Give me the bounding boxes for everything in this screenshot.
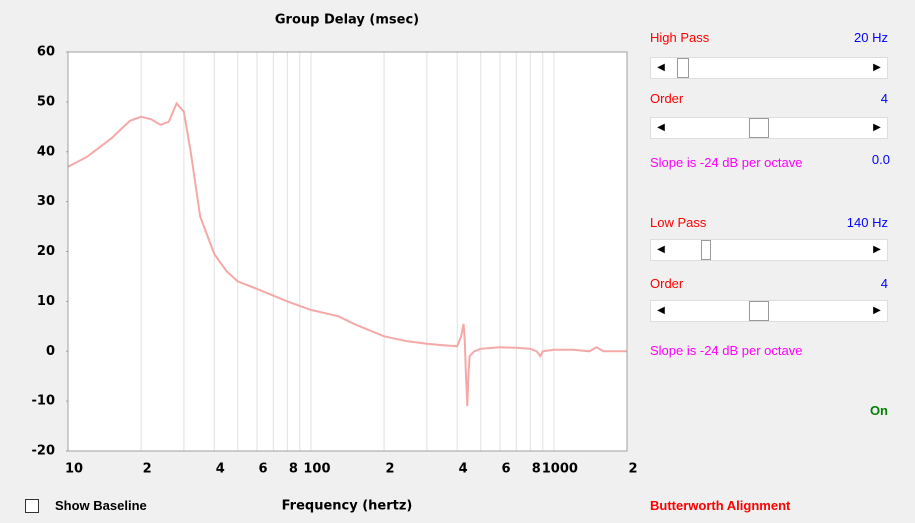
value: 20 Hz xyxy=(854,30,888,45)
x-tick-label: 8 xyxy=(289,462,298,477)
chart: Group Delay (msec) Frequency (hertz) 10 2… xyxy=(32,13,638,514)
alignment: Butterworth Alignment xyxy=(650,498,791,513)
x-tick-label: 6 xyxy=(259,462,268,477)
data-line xyxy=(67,101,627,407)
slider[interactable]: ◀ ▶ xyxy=(650,57,888,79)
value: 0.0 xyxy=(871,152,890,167)
checkbox[interactable] xyxy=(25,499,39,513)
slider[interactable]: ◀ ▶ xyxy=(650,300,888,322)
x-axis-label: Frequency (hertz) xyxy=(282,499,413,514)
slider[interactable]: ◀ ▶ xyxy=(650,117,888,139)
x-tick-label: 4 xyxy=(216,462,225,477)
y-tick-label: 20 xyxy=(37,244,55,259)
y-tick-label: -20 xyxy=(32,444,56,459)
label: High Pass xyxy=(650,30,710,45)
slider[interactable]: ◀ ▶ xyxy=(650,239,888,261)
x-tick-label: 2 xyxy=(386,462,395,477)
y-tick-label: 0 xyxy=(46,344,55,359)
x-tick-label: 100 xyxy=(303,462,330,477)
x-tick-label: 1000 xyxy=(542,462,578,477)
label: Order xyxy=(650,91,684,106)
status: On xyxy=(869,403,888,418)
plot-area xyxy=(67,51,628,452)
slope-text: Slope is -24 dB per octave xyxy=(650,343,803,358)
y-tick-label: 40 xyxy=(37,144,55,159)
value: 4 xyxy=(880,91,888,106)
y-tick-label: -10 xyxy=(32,394,56,409)
x-tick-label: 2 xyxy=(143,462,152,477)
slope-text: Slope is -24 dB per octave xyxy=(650,155,803,170)
value: 4 xyxy=(880,276,888,291)
checkbox-label[interactable]: Show Baseline xyxy=(55,498,147,513)
y-tick-label: 10 xyxy=(37,294,55,309)
label: Low Pass xyxy=(650,215,707,230)
y-tick-label: 50 xyxy=(37,94,55,109)
y-tick-label: 30 xyxy=(37,194,55,209)
x-tick-label: 8 xyxy=(532,462,541,477)
plot-area xyxy=(67,51,628,452)
y-tick-label: 60 xyxy=(37,45,55,60)
label: Order xyxy=(650,276,684,291)
x-tick-label: 2 xyxy=(628,462,637,477)
x-tick-label: 4 xyxy=(459,462,468,477)
x-tick-label: 6 xyxy=(501,462,510,477)
x-tick-label: 10 xyxy=(65,462,83,477)
value: 140 Hz xyxy=(846,215,888,230)
chart-title: Group Delay (msec) xyxy=(275,13,419,28)
